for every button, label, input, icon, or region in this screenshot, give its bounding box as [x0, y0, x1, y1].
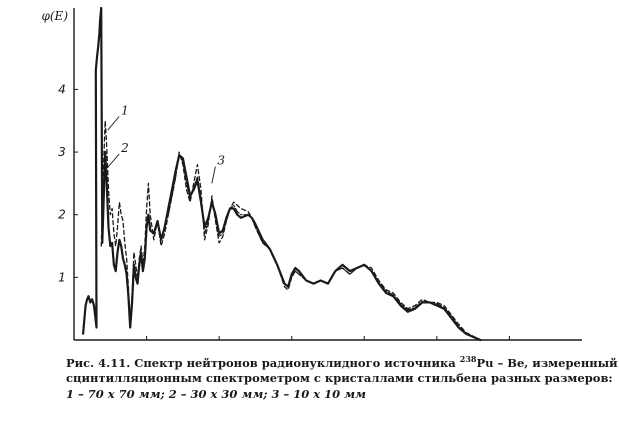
axes: 0246810121234 — [58, 8, 582, 345]
curve-3-label: 3 — [217, 154, 225, 168]
y-tick-label: 4 — [58, 82, 66, 96]
y-tick-label: 1 — [58, 270, 66, 284]
curve-2-leader — [107, 153, 120, 169]
x-tick-label: 8 — [360, 344, 368, 345]
curve-1-leader — [107, 116, 120, 131]
x-tick-label: 4 — [215, 344, 223, 345]
caption-isotope-mass: 238 — [459, 354, 477, 364]
caption-line-1-prefix: Рис. 4.11. Спектр нейтронов радионуклидн… — [66, 355, 460, 370]
x-tick-label: 6 — [288, 344, 296, 345]
caption-isotope: Pu — [476, 355, 494, 370]
caption-line-3: 1 – 70 x 70 мм; 2 – 30 x 30 мм; 3 – 10 x… — [66, 386, 366, 401]
x-tick-label: 10 — [429, 344, 445, 345]
caption-line-1-suffix: – Ве, измеренный — [493, 355, 618, 370]
series-3-line — [167, 154, 481, 341]
x-tick-label: 2 — [143, 344, 151, 345]
y-axis-label: φ(E) — [41, 9, 68, 23]
series-1-line — [100, 120, 482, 341]
caption-line-2: сцинтилляционным спектрометром с кристал… — [66, 371, 613, 386]
curves — [82, 6, 482, 342]
x-tick-label: 0 — [60, 344, 68, 345]
figure-caption: Рис. 4.11. Спектр нейтронов радионуклидн… — [66, 352, 618, 402]
curve-3-leader — [211, 166, 216, 184]
labels: φ(E)E,.МэВ123 — [41, 9, 580, 345]
neutron-spectrum-chart: 0246810121234 φ(E)E,.МэВ123 — [41, 6, 582, 345]
caption-line-1: Рис. 4.11. Спектр нейтронов радионуклидн… — [66, 352, 618, 371]
y-tick-label: 3 — [58, 145, 66, 159]
series-2-line — [82, 6, 482, 342]
x-axis-label: E,.МэВ — [535, 343, 580, 345]
curve-2-label: 2 — [120, 141, 129, 155]
y-tick-label: 2 — [58, 208, 66, 222]
curve-1-label: 1 — [121, 103, 129, 117]
x-tick-label: 12 — [502, 344, 517, 345]
